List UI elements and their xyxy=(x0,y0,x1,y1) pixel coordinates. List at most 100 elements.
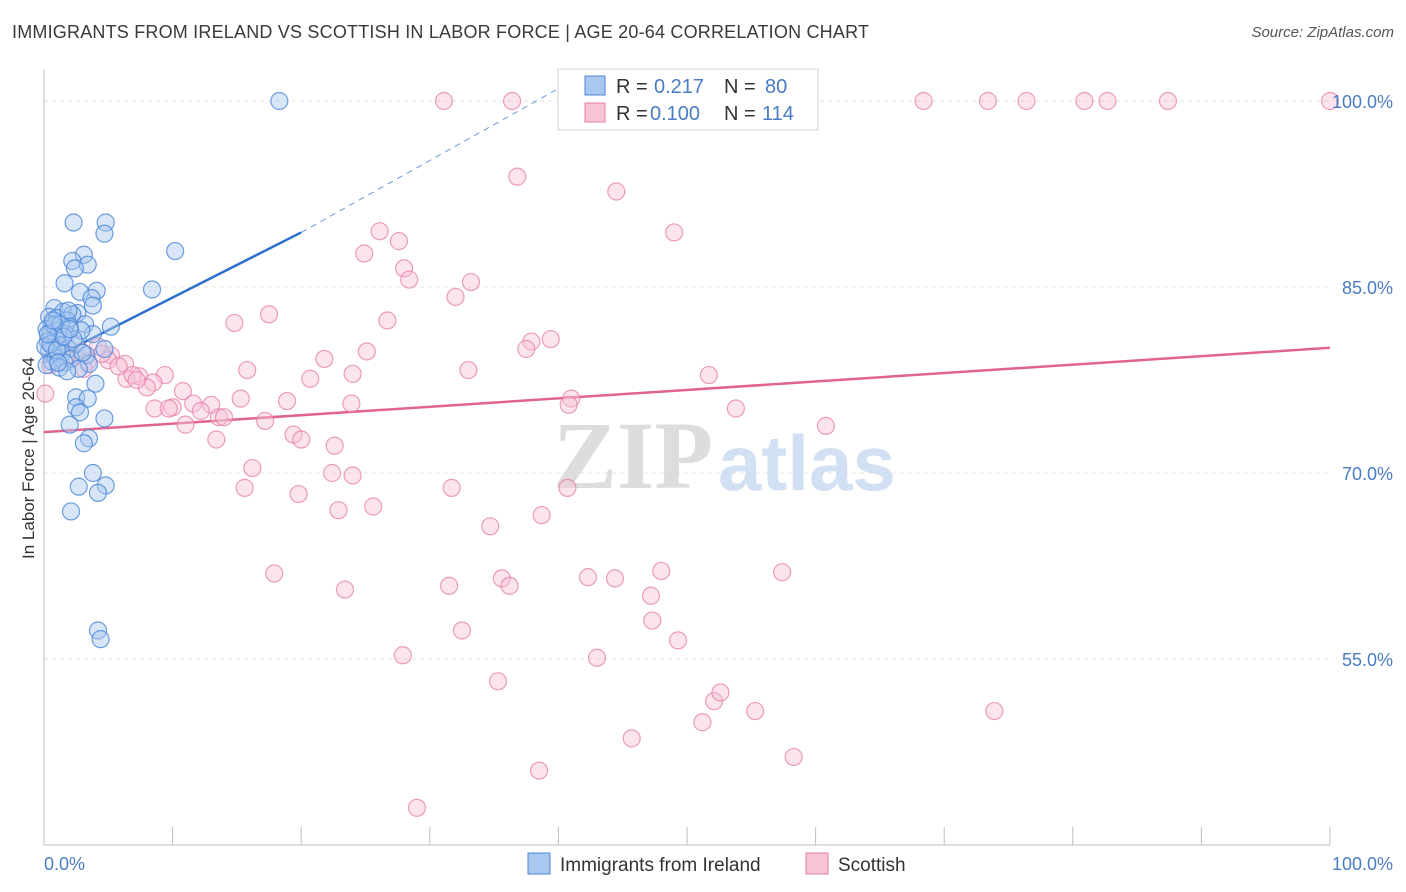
scottish-point xyxy=(277,391,297,411)
ireland-point xyxy=(70,282,90,302)
scottish-point xyxy=(558,478,577,497)
ireland-point xyxy=(63,251,82,271)
scottish-point xyxy=(329,501,348,520)
scottish-point xyxy=(1158,91,1178,111)
source-label: Source: ZipAtlas.com xyxy=(1251,24,1394,41)
y-tick-labels: 55.0% 70.0% 85.0% 100.0% xyxy=(1332,92,1393,670)
scottish-point xyxy=(378,311,397,330)
ireland-point xyxy=(54,327,73,346)
ireland-points xyxy=(36,91,289,649)
ireland-point xyxy=(60,415,79,434)
scottish-point xyxy=(1017,91,1036,111)
ireland-point xyxy=(59,301,78,320)
stats-legend: R = 0.217 N = 80 R = 0.100 N = 114 xyxy=(557,68,819,131)
y-tick-label: 85.0% xyxy=(1342,278,1393,298)
scottish-point xyxy=(145,399,164,418)
ireland-point xyxy=(74,245,93,264)
scottish-point xyxy=(1098,91,1117,111)
scottish-point xyxy=(191,401,210,421)
scottish-point xyxy=(256,411,275,431)
scottish-point xyxy=(622,729,641,748)
scottish-point xyxy=(488,672,508,691)
ireland-point xyxy=(86,374,105,393)
ireland-point xyxy=(95,339,114,359)
scottish-point xyxy=(343,466,362,485)
scottish-point xyxy=(652,561,671,581)
legend-n-value-ireland: 80 xyxy=(765,76,787,98)
legend-n-label-scottish: N = xyxy=(724,103,756,125)
scottish-point xyxy=(578,568,598,587)
scottish-point xyxy=(481,517,500,536)
scottish-point xyxy=(508,167,527,186)
legend-n-label-ireland: N = xyxy=(724,76,756,98)
ireland-point xyxy=(166,241,185,261)
scottish-point xyxy=(517,339,536,359)
scottish-point xyxy=(699,365,718,385)
scottish-point xyxy=(434,91,454,111)
scottish-point xyxy=(1320,91,1340,111)
scottish-trend-line xyxy=(43,346,1331,434)
series-legend-swatch-scottish xyxy=(805,852,829,875)
y-tick-label: 55.0% xyxy=(1342,650,1393,670)
scottish-point xyxy=(394,259,414,278)
scottish-point xyxy=(492,569,511,588)
scottish-point xyxy=(393,646,412,665)
scottish-point xyxy=(773,563,792,582)
scottish-point xyxy=(389,232,409,251)
ireland-point xyxy=(82,289,101,308)
x-tick-label-min: 0.0% xyxy=(44,854,85,874)
scottish-point xyxy=(209,408,228,427)
y-tick-label: 70.0% xyxy=(1342,464,1393,484)
legend-r-value-scottish: 0.100 xyxy=(650,103,700,125)
scottish-point xyxy=(265,564,284,583)
scottish-point xyxy=(364,497,383,516)
scottish-point xyxy=(407,798,427,817)
x-tick-label-max: 100.0% xyxy=(1332,854,1393,874)
series-legend-label-ireland: Immigrants from Ireland xyxy=(560,855,761,876)
scottish-point xyxy=(914,91,933,111)
scottish-point xyxy=(459,360,478,380)
ireland-point xyxy=(38,325,57,344)
ireland-point xyxy=(142,280,162,299)
scottish-point xyxy=(978,91,998,111)
ireland-point xyxy=(79,354,99,373)
scottish-point xyxy=(503,91,522,111)
scottish-point xyxy=(461,272,481,292)
scottish-point xyxy=(301,369,320,388)
watermark: ZIP atlas xyxy=(553,402,896,509)
chart-title: IMMIGRANTS FROM IRELAND VS SCOTTISH IN L… xyxy=(12,22,870,42)
scottish-point xyxy=(159,399,178,418)
scottish-point xyxy=(665,223,684,242)
scottish-point xyxy=(292,430,311,449)
ireland-point xyxy=(270,91,289,111)
ireland-point xyxy=(60,320,79,339)
scottish-point xyxy=(641,586,661,605)
ireland-point xyxy=(64,213,83,232)
scottish-point xyxy=(259,305,279,324)
ireland-point xyxy=(73,343,92,362)
scottish-point xyxy=(541,329,560,349)
scottish-point xyxy=(446,287,465,307)
scottish-point xyxy=(442,478,461,497)
ireland-point xyxy=(83,296,102,315)
scottish-point xyxy=(184,394,203,413)
scottish-point xyxy=(235,478,254,497)
scottish-point xyxy=(746,701,765,721)
ireland-point xyxy=(95,409,114,428)
scottish-point xyxy=(530,761,549,780)
scottish-point xyxy=(605,569,625,588)
scottish-point xyxy=(355,244,374,263)
scottish-point xyxy=(784,747,803,767)
scottish-point xyxy=(370,222,389,241)
scottish-point xyxy=(816,416,835,435)
ireland-point xyxy=(83,325,102,344)
scottish-point xyxy=(607,182,626,201)
legend-r-label-scottish: R = xyxy=(616,103,648,125)
scottish-point xyxy=(231,389,250,408)
ireland-point xyxy=(43,311,63,330)
ireland-point xyxy=(101,317,120,336)
ireland-point xyxy=(49,353,68,372)
ireland-point xyxy=(61,502,81,521)
scottish-point xyxy=(343,364,362,383)
